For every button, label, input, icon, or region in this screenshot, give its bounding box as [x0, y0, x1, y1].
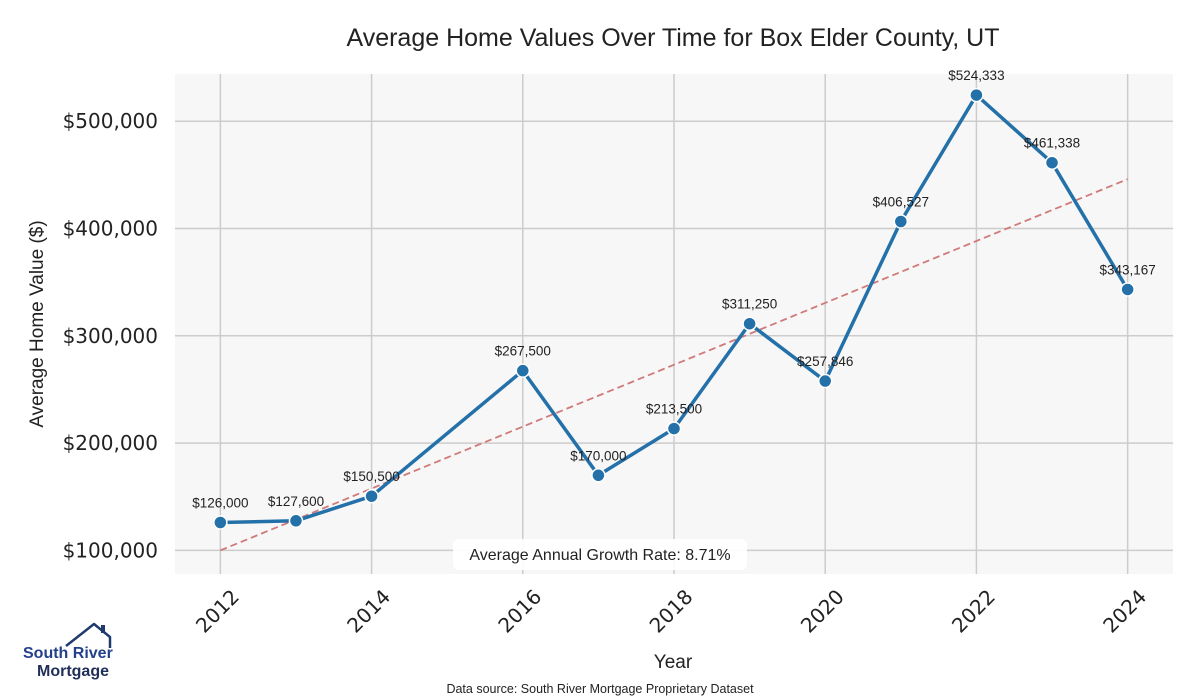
x-tick-label: 2014 — [342, 585, 395, 638]
data-labels: $126,000 $127,600 $150,500 $267,500 $170,000… — [192, 68, 1156, 510]
data-point — [288, 513, 304, 529]
data-label: $267,500 — [495, 344, 551, 359]
logo: South River Mortgage — [23, 622, 113, 680]
data-label: $311,250 — [722, 297, 777, 312]
y-tick-label: $500,000 — [63, 109, 158, 133]
x-tick-label: 2022 — [947, 585, 1000, 638]
y-tick-label: $200,000 — [63, 431, 158, 455]
data-point — [1120, 282, 1135, 297]
data-point — [364, 488, 379, 504]
x-tick-label: 2016 — [493, 585, 546, 638]
data-label: $343,167 — [1099, 262, 1155, 277]
data-label: $213,500 — [646, 402, 702, 417]
data-label: $170,000 — [570, 448, 626, 463]
y-tick-labels: $100,000 $200,000 $300,000 $400,000 $500,000 — [63, 109, 158, 562]
series-line — [220, 93, 1130, 525]
logo-line2: Mortgage — [37, 663, 109, 680]
data-label: $524,333 — [948, 68, 1004, 83]
data-point — [893, 214, 909, 229]
data-point — [1044, 155, 1060, 170]
trendline — [220, 178, 1128, 552]
x-tick-labels: 2012 2014 2016 2018 2020 2022 2024 — [191, 585, 1151, 638]
logo-line1: South River — [23, 645, 113, 662]
y-tick-label: $300,000 — [63, 324, 158, 348]
data-label: $127,600 — [268, 494, 324, 509]
data-label: $461,338 — [1024, 136, 1080, 151]
x-tick-label: 2020 — [796, 585, 849, 638]
data-label: $406,527 — [873, 195, 929, 210]
data-label: $257,846 — [797, 354, 853, 369]
growth-annotation-text: Average Annual Growth Rate: 8.71% — [469, 547, 730, 564]
growth-annotation: Average Annual Growth Rate: 8.71% — [453, 539, 747, 570]
y-tick-label: $400,000 — [63, 217, 158, 241]
data-point — [213, 515, 228, 530]
data-point — [969, 87, 984, 103]
x-tick-label: 2012 — [191, 585, 244, 638]
grid-x — [219, 74, 1129, 574]
data-point — [666, 421, 682, 436]
house-chimney-icon — [101, 625, 105, 633]
data-point — [591, 468, 606, 483]
y-axis-label: Average Home Value ($) — [27, 220, 48, 427]
data-label: $126,000 — [192, 495, 248, 510]
y-tick-label: $100,000 — [63, 538, 158, 562]
x-tick-label: 2024 — [1098, 585, 1151, 638]
data-point — [817, 373, 833, 389]
data-point — [742, 316, 757, 331]
chart-title: Average Home Values Over Time for Box El… — [346, 24, 999, 52]
data-label: $150,500 — [343, 469, 399, 484]
x-tick-label: 2018 — [645, 585, 698, 638]
x-axis-label: Year — [654, 652, 693, 673]
data-points — [213, 87, 1135, 530]
growth-annotation-box — [453, 539, 747, 570]
data-source-note: Data source: South River Mortgage Propri… — [446, 682, 754, 696]
data-point — [515, 363, 531, 378]
